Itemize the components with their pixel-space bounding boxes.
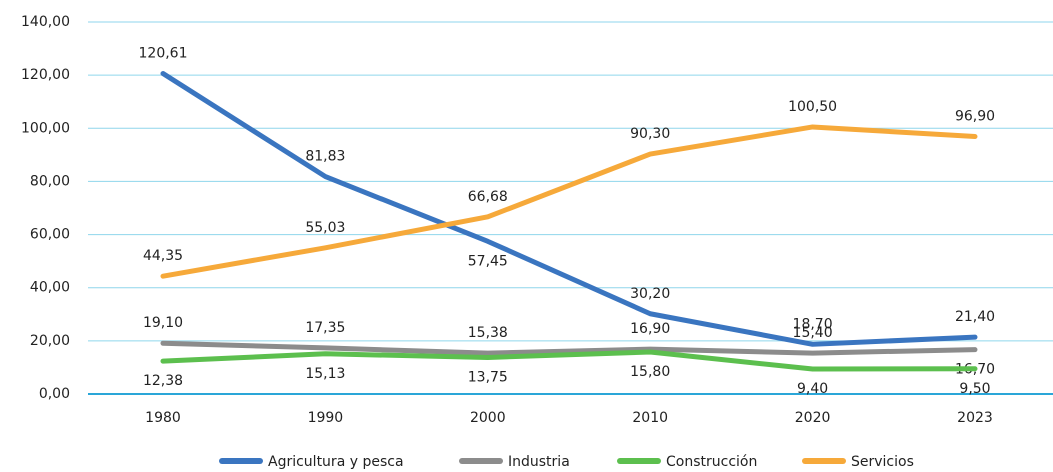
data-label: 15,40 (793, 325, 833, 341)
legend-label: Servicios (851, 454, 914, 470)
legend-label: Agricultura y pesca (268, 454, 404, 470)
y-tick-label: 120,00 (21, 67, 70, 83)
data-label: 120,61 (139, 46, 188, 62)
data-label: 66,68 (468, 189, 508, 205)
data-label: 100,50 (788, 99, 837, 115)
y-tick-label: 140,00 (21, 14, 70, 30)
y-tick-label: 80,00 (30, 173, 70, 189)
data-label: 9,40 (797, 381, 828, 397)
series-line (160, 71, 978, 347)
data-label: 55,03 (305, 220, 345, 236)
series-line (160, 340, 978, 356)
x-tick-label: 2023 (957, 410, 993, 426)
data-label: 30,20 (630, 286, 670, 302)
data-label: 19,10 (143, 315, 183, 331)
data-label: 15,38 (468, 325, 508, 341)
data-label: 81,83 (305, 149, 345, 165)
data-label: 17,35 (305, 320, 345, 336)
data-label: 15,13 (305, 366, 345, 382)
y-tick-label: 0,00 (39, 386, 70, 402)
data-label: 90,30 (630, 126, 670, 142)
series-line (160, 124, 978, 279)
x-tick-label: 2010 (632, 410, 668, 426)
data-label: 13,75 (468, 369, 508, 385)
data-label: 9,50 (959, 381, 990, 397)
data-label: 96,90 (955, 109, 995, 125)
y-tick-label: 100,00 (21, 120, 70, 136)
y-tick-label: 60,00 (30, 227, 70, 243)
data-label: 44,35 (143, 248, 183, 264)
data-label: 12,38 (143, 373, 183, 389)
series-line (160, 349, 978, 372)
legend-label: Construcción (666, 454, 757, 470)
x-tick-label: 1980 (145, 410, 181, 426)
data-label: 15,80 (630, 364, 670, 380)
data-label: 16,90 (630, 321, 670, 337)
x-tick-label: 1990 (308, 410, 344, 426)
x-tick-label: 2000 (470, 410, 506, 426)
y-tick-label: 40,00 (30, 280, 70, 296)
data-label: 57,45 (468, 253, 508, 269)
legend-label: Industria (508, 454, 570, 470)
data-label: 18,70 (793, 316, 833, 332)
y-tick-label: 20,00 (30, 333, 70, 349)
x-tick-label: 2020 (795, 410, 831, 426)
data-label: 21,40 (955, 309, 995, 325)
